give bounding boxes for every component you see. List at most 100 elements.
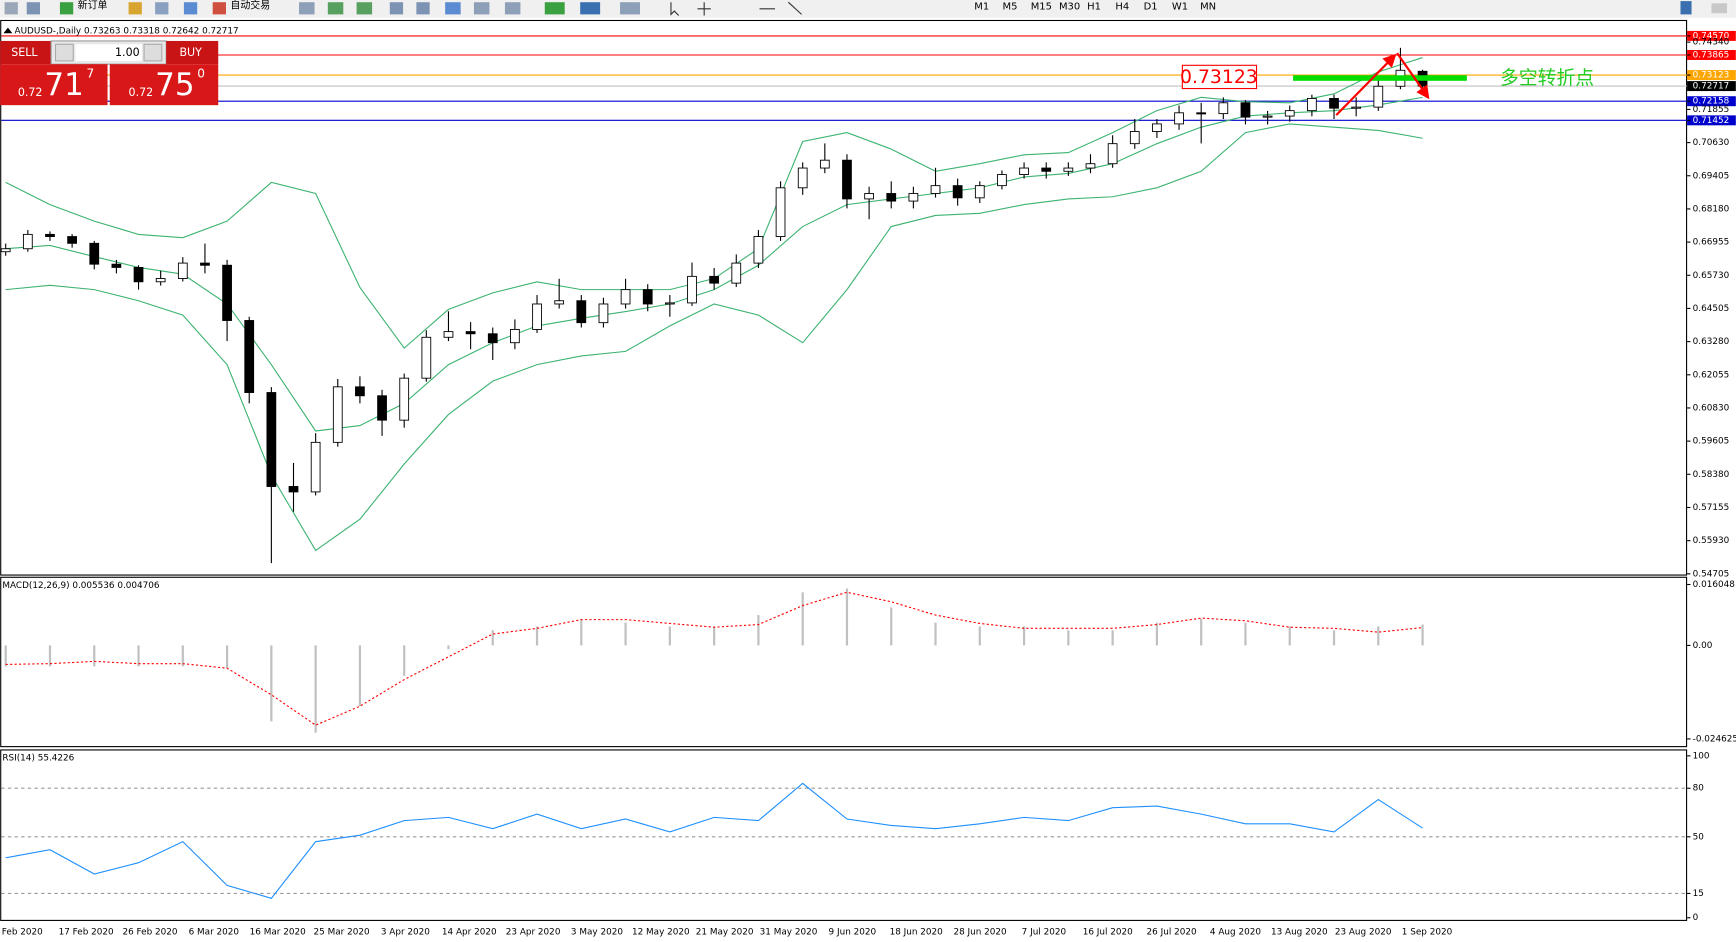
indicator-title: RSI(14) 55.4226	[2, 754, 74, 764]
candle-body	[222, 264, 232, 321]
sell-price-pip[interactable]: 7	[87, 67, 95, 81]
y-tick-label: 0.54705	[1693, 569, 1730, 579]
x-tick-label: 12 May 2020	[632, 928, 690, 938]
buy-label[interactable]: BUY	[179, 46, 202, 59]
y-tick-label: 15	[1693, 889, 1704, 899]
annotations: 0.73123 多空转折点	[1180, 52, 1594, 116]
timeframe-button[interactable]: MN	[1200, 2, 1216, 13]
icon[interactable]	[155, 2, 169, 15]
price-label-bg	[1687, 81, 1736, 92]
icon[interactable]	[299, 2, 315, 15]
price-label-bg	[1687, 115, 1736, 126]
icon[interactable]	[26, 2, 41, 15]
price-box	[1181, 64, 1258, 90]
icon[interactable]	[1680, 1, 1692, 15]
trade-panel: SELL 1.00 BUY 0.72 71 7 0.72 75 0	[0, 40, 219, 106]
x-tick-label: 16 Jul 2020	[1083, 928, 1133, 938]
y-tick-label: 0.70630	[1693, 138, 1730, 148]
candle-body	[1041, 167, 1052, 172]
y-tick-label: 0.73865	[1693, 50, 1730, 60]
candle-body	[89, 242, 100, 265]
new-order-button[interactable]: 新订单	[78, 0, 108, 12]
lots-input[interactable]	[75, 44, 142, 61]
timeframe-button[interactable]: M5	[1002, 2, 1017, 13]
timeframe-button[interactable]: H1	[1087, 2, 1101, 13]
chart-title: AUDUSD-,Daily 0.73263 0.73318 0.72642 0.…	[15, 26, 239, 36]
lots-value[interactable]: 1.00	[115, 46, 140, 59]
sell-price-prefix[interactable]: 0.72	[18, 86, 43, 99]
icon[interactable]	[473, 2, 490, 15]
x-tick-label: 3 Apr 2020	[381, 928, 430, 938]
icon[interactable]	[356, 2, 373, 15]
crosshair-tool[interactable]	[697, 2, 711, 16]
price-label-bg	[1687, 70, 1736, 81]
up-arrow	[1335, 53, 1397, 116]
sell-price-main[interactable]: 71	[44, 67, 83, 103]
candle-body	[155, 278, 166, 283]
sell-label[interactable]: SELL	[11, 46, 38, 59]
icon[interactable]	[389, 2, 404, 15]
auto-trading-button[interactable]: 自动交易	[230, 0, 270, 12]
candle-body	[465, 331, 476, 335]
timeframe-button[interactable]: M15	[1031, 2, 1052, 13]
icon[interactable]	[416, 2, 430, 15]
candle-body	[510, 328, 520, 344]
y-tick-label: 100	[1693, 751, 1710, 761]
icon[interactable]	[183, 2, 198, 15]
cursor-tool[interactable]	[670, 2, 680, 16]
candle-body	[1174, 112, 1184, 125]
candle-body	[421, 336, 432, 379]
sell-price-box[interactable]	[0, 64, 108, 106]
candle-body	[1218, 102, 1229, 115]
buy-button[interactable]	[166, 40, 219, 65]
icon[interactable]	[580, 2, 601, 15]
icon[interactable]	[212, 2, 226, 15]
timeframe-button[interactable]: H4	[1115, 2, 1129, 13]
bollinger-band	[5, 123, 1423, 552]
buy-price-box[interactable]	[109, 64, 219, 106]
candle-body	[775, 187, 786, 237]
candle-body	[1351, 106, 1362, 109]
x-tick-label: 31 May 2020	[760, 928, 818, 938]
candle-body	[908, 193, 919, 202]
timeframe-button[interactable]: M30	[1059, 2, 1080, 13]
candle-body	[598, 303, 609, 324]
x-tick-label: Feb 2020	[2, 928, 43, 938]
buy-price-pip[interactable]: 0	[197, 67, 205, 81]
lots-down[interactable]	[54, 43, 74, 62]
timeframe-button[interactable]: M1	[974, 2, 989, 13]
y-tick-label: 0.63280	[1693, 337, 1730, 347]
icon[interactable]	[620, 2, 640, 15]
candle-body	[200, 262, 210, 266]
candle-body	[886, 193, 897, 202]
icon[interactable]	[128, 2, 142, 15]
icon[interactable]	[504, 2, 521, 15]
icon[interactable]	[59, 2, 74, 15]
icon[interactable]	[1711, 3, 1727, 14]
candle-body	[1240, 102, 1251, 118]
candle-body	[753, 236, 764, 264]
timeframe-button[interactable]: W1	[1172, 2, 1188, 13]
candle-body	[332, 386, 343, 443]
icon[interactable]	[4, 2, 18, 15]
timeframe-button[interactable]: D1	[1144, 2, 1158, 13]
buy-price-main[interactable]: 75	[155, 67, 194, 103]
candle-body	[532, 303, 542, 330]
candle-body	[1129, 131, 1140, 145]
line-tools[interactable]	[759, 1, 802, 15]
candle-body	[1329, 98, 1339, 109]
icon[interactable]	[445, 2, 461, 15]
candle-body	[288, 486, 299, 493]
candle-body	[664, 302, 675, 305]
icon[interactable]	[544, 2, 565, 15]
indicator-title: MACD(12,26,9) 0.005536 0.004706	[2, 581, 160, 591]
lots-up[interactable]	[143, 43, 163, 62]
candle-body	[1373, 85, 1384, 108]
x-tick-label: 4 Aug 2020	[1210, 928, 1261, 938]
price-label-bg	[1687, 50, 1736, 60]
sell-button[interactable]	[0, 40, 52, 65]
candle-body	[1063, 167, 1074, 172]
buy-price-prefix[interactable]: 0.72	[129, 86, 154, 99]
icon[interactable]	[327, 2, 344, 15]
